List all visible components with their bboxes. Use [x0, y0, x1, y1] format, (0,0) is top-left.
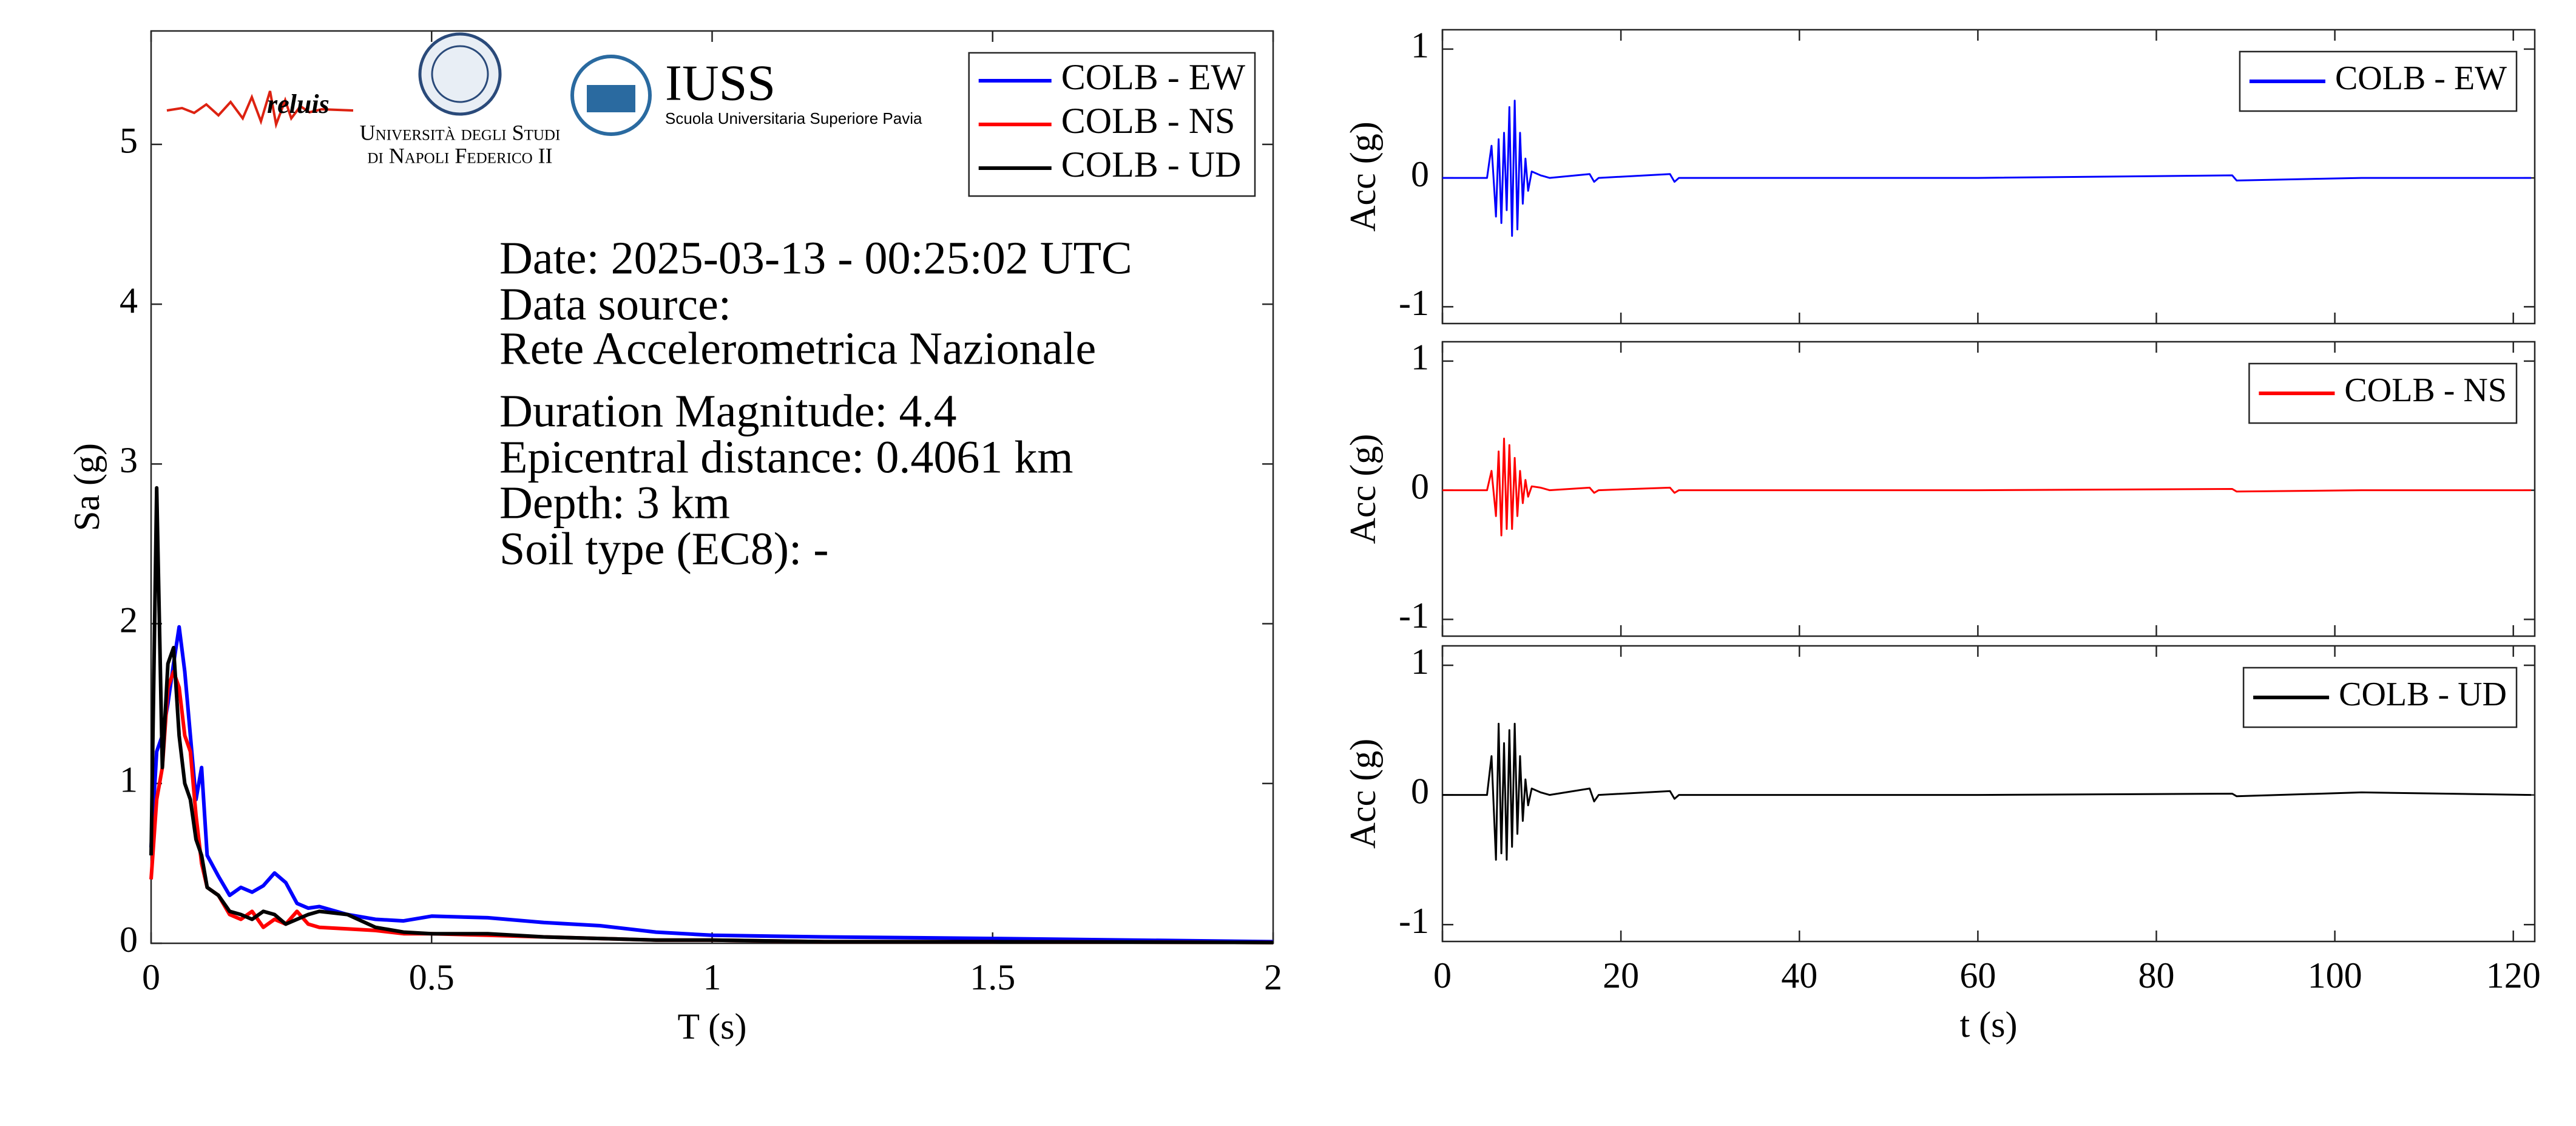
legend-label: COLB - UD — [1061, 144, 1242, 185]
x-tick-label: 80 — [2138, 955, 2174, 995]
y-tick-label: 0 — [120, 920, 138, 960]
x-tick-label: 100 — [2308, 955, 2362, 995]
y-tick-label: 1 — [120, 760, 138, 800]
y-tick-label: 0 — [1411, 771, 1429, 811]
legend-label: COLB - NS — [2344, 371, 2507, 409]
annotation: Date: 2025-03-13 - 00:25:02 UTC — [499, 232, 1132, 283]
legend-label: COLB - NS — [1061, 101, 1236, 141]
x-tick-label: 0 — [1433, 955, 1452, 995]
x-tick-label: 0 — [142, 957, 160, 997]
logo-seal — [587, 85, 635, 112]
x-tick-label: 120 — [2486, 955, 2541, 995]
annotation: Data source: — [499, 279, 731, 330]
y-tick-label: 4 — [120, 280, 138, 321]
x-tick-label: 20 — [1603, 955, 1639, 995]
legend: COLB - NS — [2248, 362, 2518, 424]
legend-label: COLB - EW — [2335, 59, 2507, 97]
y-tick-label: 1 — [1411, 25, 1429, 66]
y-tick-label: 1 — [1411, 642, 1429, 682]
data-line — [1442, 438, 2532, 537]
y-axis-label: Acc (g) — [1343, 434, 1383, 544]
y-tick-label: 3 — [120, 440, 138, 480]
x-tick-label: 1.5 — [970, 957, 1015, 997]
logo-text: Università degli Studi — [360, 120, 561, 144]
x-axis-label: t (s) — [1960, 1005, 2018, 1045]
y-axis-label: Acc (g) — [1343, 739, 1383, 849]
y-axis-label: Acc (g) — [1343, 121, 1383, 232]
data-line — [1442, 100, 2532, 237]
x-tick-label: 60 — [1959, 955, 1996, 995]
legend-label: COLB - EW — [1061, 57, 1246, 97]
logo-text: IUSS — [665, 55, 776, 111]
y-axis-label: Sa (g) — [67, 443, 107, 531]
data-line — [149, 625, 1274, 944]
logo-text: di Napoli Federico II — [367, 143, 552, 168]
y-tick-label: 2 — [120, 600, 138, 640]
data-line — [149, 486, 1274, 945]
x-tick-label: 0.5 — [409, 957, 455, 997]
x-tick-label: 1 — [703, 957, 722, 997]
annotation: Depth: 3 km — [499, 477, 730, 528]
annotation: Duration Magnitude: 4.4 — [499, 385, 957, 436]
data-line — [1442, 722, 2532, 861]
x-axis-label: T (s) — [678, 1006, 747, 1046]
y-tick-label: 1 — [1411, 337, 1429, 378]
annotation: Epicentral distance: 0.4061 km — [499, 432, 1073, 483]
legend: COLB - UD — [2242, 666, 2518, 728]
y-tick-label: 5 — [120, 121, 138, 161]
logo-mark — [166, 90, 354, 129]
annotation: Soil type (EC8): - — [499, 523, 829, 574]
annotation: Rete Accelerometrica Nazionale — [499, 323, 1096, 374]
x-tick-label: 2 — [1264, 957, 1282, 997]
logo-text: Scuola Universitaria Superiore Pavia — [665, 109, 922, 127]
y-tick-label: -1 — [1399, 595, 1429, 636]
legend-label: COLB - UD — [2339, 676, 2507, 713]
y-tick-label: 0 — [1411, 154, 1429, 194]
logo-text: reluis — [267, 89, 330, 119]
legend: COLB - EW — [2239, 50, 2518, 112]
x-tick-label: 40 — [1781, 955, 1817, 995]
y-tick-label: 0 — [1411, 466, 1429, 506]
y-tick-label: -1 — [1399, 901, 1429, 941]
logo-seal — [431, 45, 489, 103]
y-tick-label: -1 — [1399, 283, 1429, 323]
